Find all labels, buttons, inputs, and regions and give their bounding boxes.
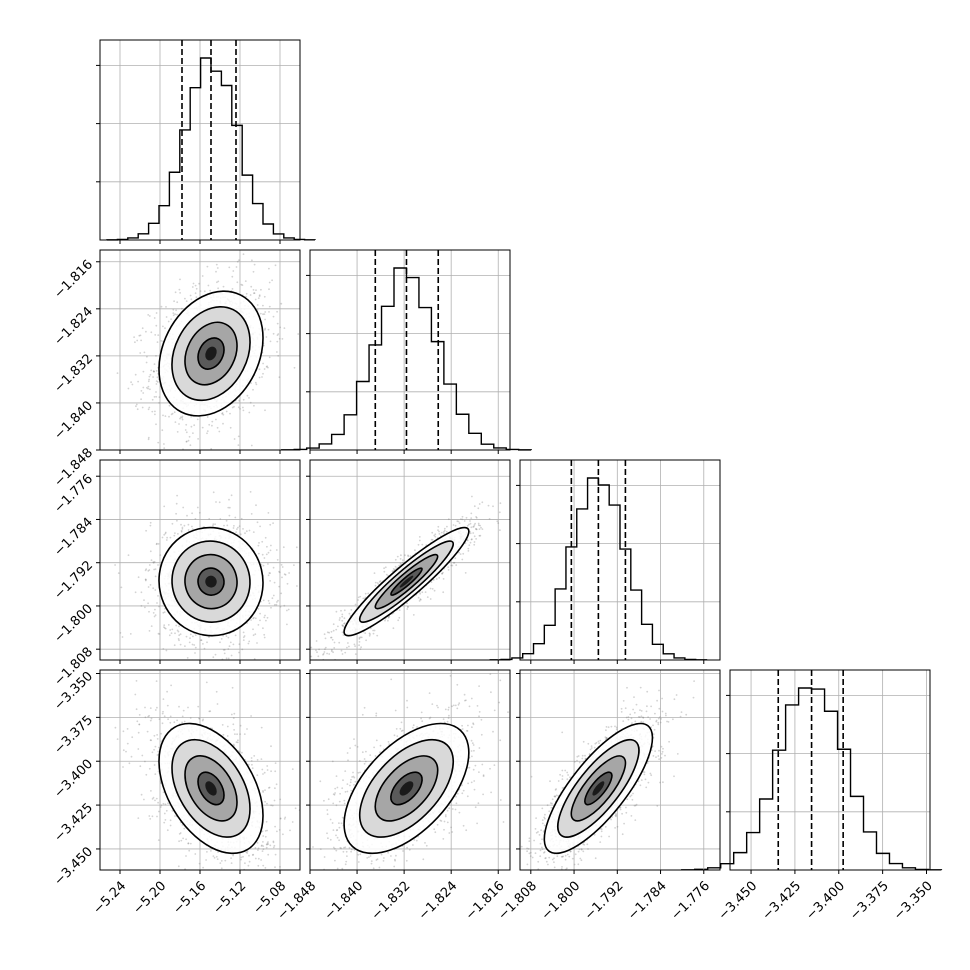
contour-2 <box>358 540 455 623</box>
density-level-4 <box>205 781 217 796</box>
panel-frame <box>729 669 931 871</box>
contour-2 <box>171 738 251 838</box>
panel-frame <box>309 459 511 661</box>
panel-frame <box>519 669 721 871</box>
y-tick-label-1-1: −1.840 <box>51 398 96 443</box>
y-tick-label-1-3: −1.824 <box>51 304 96 349</box>
density-level-4 <box>205 346 217 361</box>
contour-3 <box>158 290 264 417</box>
contour-0 <box>390 567 423 596</box>
contour-0 <box>390 771 423 806</box>
y-tick-label-3-3: −3.375 <box>51 713 96 758</box>
contour-3 <box>158 526 264 637</box>
contour-1 <box>184 553 238 610</box>
histogram-panel-1 <box>281 249 532 454</box>
contour-0 <box>197 771 225 806</box>
y-tick-label-1-2: −1.832 <box>51 351 96 396</box>
y-tick-label-3-0: −3.450 <box>51 844 96 889</box>
histogram-0 <box>106 57 316 241</box>
y-tick-label-1-4: −1.816 <box>51 257 96 302</box>
contour-2 <box>171 540 251 623</box>
contour-0 <box>197 337 225 370</box>
y-tick-label-2-1: −1.800 <box>51 601 96 646</box>
panel-frame <box>309 249 511 451</box>
x-tick-label-2-2: −1.792 <box>582 879 627 924</box>
contour-1 <box>374 553 439 610</box>
panel-frame <box>519 459 721 661</box>
contour-3 <box>343 722 470 855</box>
x-tick-label-3-0: −3.450 <box>716 879 761 924</box>
scatter-panel-3-0 <box>96 669 301 874</box>
contour-1 <box>184 321 238 386</box>
x-tick-label-2-3: −1.784 <box>625 879 670 924</box>
histogram-panel-0 <box>96 39 316 244</box>
x-tick-label-0-2: −5.16 <box>170 879 209 918</box>
contour-0 <box>197 567 225 596</box>
panel-frame <box>309 669 511 871</box>
x-tick-label-2-4: −1.776 <box>668 879 713 924</box>
scatter-panel-2-0 <box>96 459 301 664</box>
contour-1 <box>570 755 627 822</box>
x-tick-label-0-1: −5.20 <box>130 879 169 918</box>
x-tick-label-0-0: −5.24 <box>90 879 129 918</box>
density-level-4 <box>205 575 217 588</box>
scatter-panel-1-0 <box>96 249 301 454</box>
density-level-4 <box>592 781 605 796</box>
x-tick-label-3-4: −3.350 <box>891 879 936 924</box>
x-tick-label-3-2: −3.400 <box>803 879 848 924</box>
contour-3 <box>343 526 470 637</box>
x-tick-label-3-1: −3.425 <box>760 879 805 924</box>
scatter-panel-2-1 <box>306 459 511 664</box>
contour-1 <box>374 755 439 822</box>
contour-0 <box>584 771 613 806</box>
y-tick-label-3-1: −3.425 <box>51 801 96 846</box>
x-tick-label-1-3: −1.824 <box>416 879 461 924</box>
x-tick-label-1-1: −1.840 <box>322 879 367 924</box>
histogram-panel-2 <box>489 459 721 664</box>
x-tick-label-0-3: −5.12 <box>210 879 249 918</box>
y-tick-label-2-3: −1.784 <box>51 515 96 560</box>
contour-2 <box>171 305 251 402</box>
x-tick-label-1-2: −1.832 <box>369 879 414 924</box>
corner-panels <box>96 39 943 874</box>
density-level-4 <box>399 781 414 796</box>
x-tick-label-3-3: −3.375 <box>847 879 892 924</box>
contour-2 <box>557 738 640 838</box>
y-tick-label-3-2: −3.400 <box>51 757 96 802</box>
contour-1 <box>184 755 238 822</box>
y-tick-label-2-2: −1.792 <box>51 558 96 603</box>
histogram-panel-3 <box>681 669 943 874</box>
contour-2 <box>358 738 455 838</box>
scatter-panel-3-2 <box>516 669 721 874</box>
contour-3 <box>543 722 654 855</box>
x-tick-label-2-1: −1.800 <box>539 879 584 924</box>
contour-3 <box>158 722 264 855</box>
density-level-4 <box>399 575 414 588</box>
scatter-panel-3-1 <box>306 669 511 874</box>
